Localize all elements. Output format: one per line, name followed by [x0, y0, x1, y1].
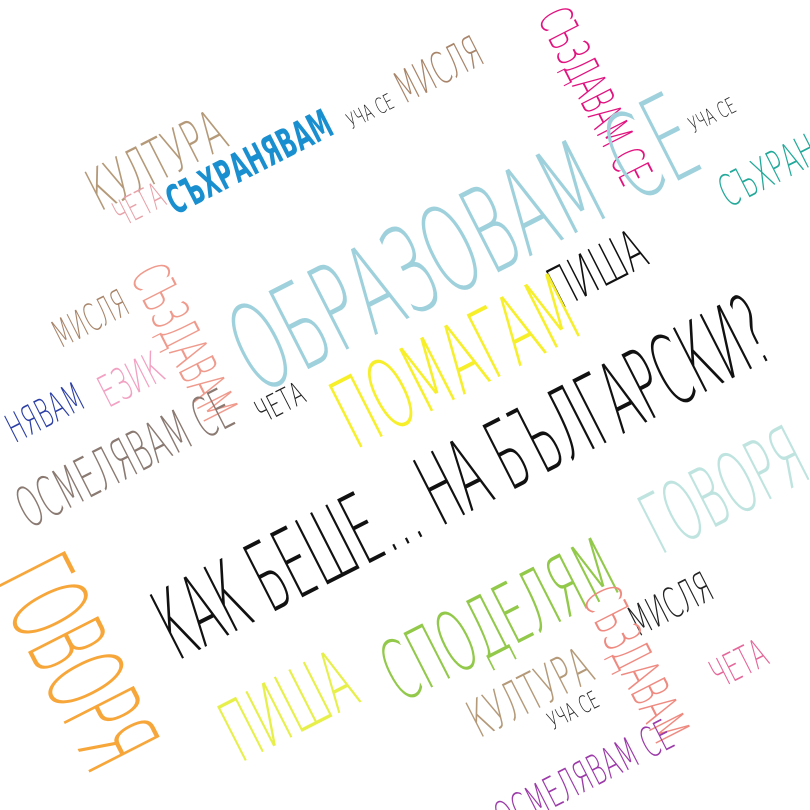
word-ucha-se-top: УЧА СЕ [343, 89, 399, 135]
word-ucha-se-right: УЧА СЕ [685, 93, 741, 139]
word-mislya-top: МИСЛЯ [386, 26, 492, 114]
word-sahranya-teal: СЪХРАНЯ [710, 117, 810, 218]
word-cheta-bottom: ЧЕТА [702, 630, 776, 699]
word-mislya-left: МИСЛЯ [44, 281, 136, 357]
word-nyavam-blue: НЯВАМ [0, 374, 93, 453]
